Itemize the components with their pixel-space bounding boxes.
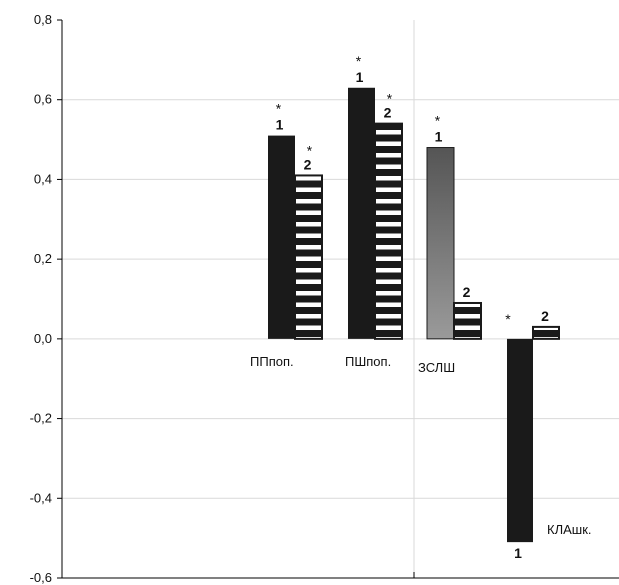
bar-series2-1: [374, 122, 403, 340]
series-number-label: 1: [435, 129, 443, 145]
y-tick-label: 0,6: [34, 92, 52, 107]
series-number-label: 1: [276, 117, 284, 133]
y-tick-label: -0,4: [30, 490, 52, 505]
bar-series1-1: [348, 87, 375, 339]
bar-series2-3: [532, 325, 560, 340]
significance-star: *: [505, 311, 511, 327]
y-tick-label: 0,0: [34, 331, 52, 346]
grid-lines: [62, 20, 619, 578]
series-number-label: 2: [304, 156, 312, 172]
category-label: ПШпоп.: [345, 354, 391, 369]
bar-series1-2: [426, 147, 455, 340]
bar-series1-3: [507, 338, 533, 543]
bar-series2-2: [453, 301, 482, 340]
series-number-label: 1: [356, 69, 364, 85]
axes: [61, 20, 619, 579]
series-number-label: 2: [463, 284, 471, 300]
y-tick-label: -0,6: [30, 570, 52, 585]
series-number-label: 2: [384, 105, 392, 121]
category-label: ЗСЛШ: [418, 360, 455, 375]
series-number-label: 1: [514, 545, 522, 561]
significance-star: *: [307, 142, 313, 158]
y-tick-label: 0,2: [34, 251, 52, 266]
bars: [268, 87, 560, 543]
category-label: КЛАшк.: [547, 522, 592, 537]
category-label: ППпоп.: [250, 354, 294, 369]
series-number-label: 2: [541, 308, 549, 324]
y-tick-label: -0,2: [30, 411, 52, 426]
significance-star: *: [435, 113, 441, 129]
significance-star: *: [356, 53, 362, 69]
significance-star: *: [276, 101, 282, 117]
bar-series2-0: [294, 174, 323, 340]
y-tick-label: 0,8: [34, 12, 52, 27]
significance-star: *: [387, 91, 393, 107]
y-tick-labels: 0,8 0,6 0,4 0,2 0,0 -0,2 -0,4 -0,6: [30, 12, 62, 585]
y-tick-label: 0,4: [34, 171, 52, 186]
bar-series1-0: [268, 135, 295, 339]
